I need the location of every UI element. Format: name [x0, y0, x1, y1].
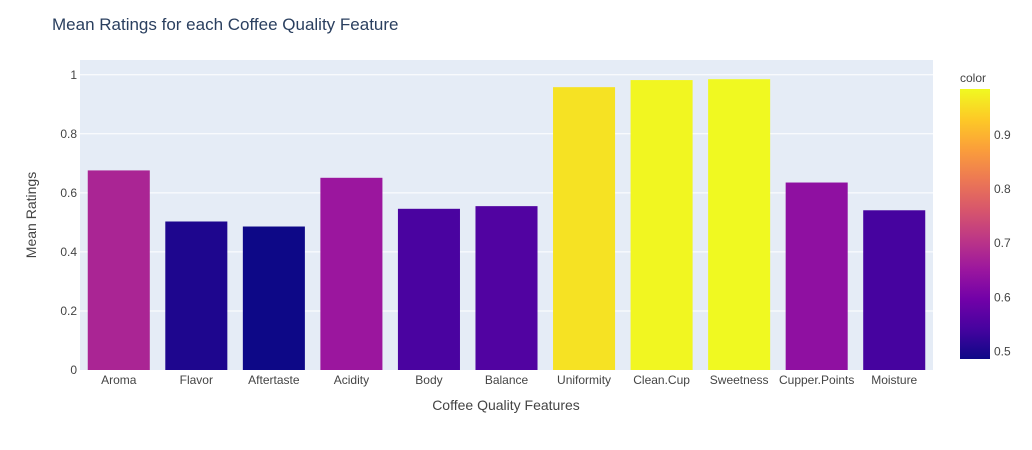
colorbar-tick-label: 0.5 [994, 344, 1011, 358]
x-tick-label: Moisture [871, 373, 917, 387]
colorbar [960, 89, 990, 359]
x-tick-label: Flavor [180, 373, 213, 387]
bar-cupper-points [785, 182, 848, 370]
x-tick-label: Clean.Cup [633, 373, 690, 387]
y-tick-label: 0.4 [60, 245, 77, 259]
x-tick-label: Aftertaste [248, 373, 300, 387]
y-axis-label: Mean Ratings [23, 172, 39, 258]
bar-clean-cup [630, 80, 693, 371]
bar-sweetness [708, 79, 771, 370]
x-tick-label: Aroma [101, 373, 137, 387]
colorbar-tick-label: 0.9 [994, 128, 1011, 142]
x-tick-label: Balance [485, 373, 529, 387]
bar-body [397, 208, 460, 370]
bar-acidity [320, 177, 383, 370]
x-tick-label: Body [415, 373, 442, 387]
colorbar-tick-label: 0.7 [994, 236, 1011, 250]
bar-balance [475, 206, 538, 370]
y-tick-label: 0.2 [60, 304, 77, 318]
bar-moisture [863, 210, 926, 370]
colorbar-tick-label: 0.8 [994, 182, 1011, 196]
colorbar-ticks: 0.5 0.6 0.7 0.8 0.9 [994, 128, 1011, 358]
y-tick-label: 1 [70, 68, 77, 82]
colorbar-title: color [960, 71, 986, 85]
chart-title: Mean Ratings for each Coffee Quality Fea… [52, 15, 398, 34]
bars [87, 79, 926, 371]
bar-aroma [87, 170, 150, 370]
y-tick-labels: 0 0.2 0.4 0.6 0.8 1 [60, 68, 77, 377]
colorbar-tick-label: 0.6 [994, 290, 1011, 304]
bar-flavor [165, 221, 228, 370]
bar-uniformity [553, 87, 616, 371]
x-tick-label: Acidity [334, 373, 369, 387]
x-axis-label: Coffee Quality Features [432, 397, 580, 413]
y-tick-label: 0 [70, 363, 77, 377]
x-tick-label: Cupper.Points [779, 373, 854, 387]
x-tick-label: Sweetness [710, 373, 769, 387]
x-tick-label: Uniformity [557, 373, 611, 387]
y-tick-label: 0.8 [60, 127, 77, 141]
bar-aftertaste [242, 226, 305, 370]
y-tick-label: 0.6 [60, 186, 77, 200]
x-tick-labels: Aroma Flavor Aftertaste Acidity Body Balance U… [101, 373, 917, 387]
